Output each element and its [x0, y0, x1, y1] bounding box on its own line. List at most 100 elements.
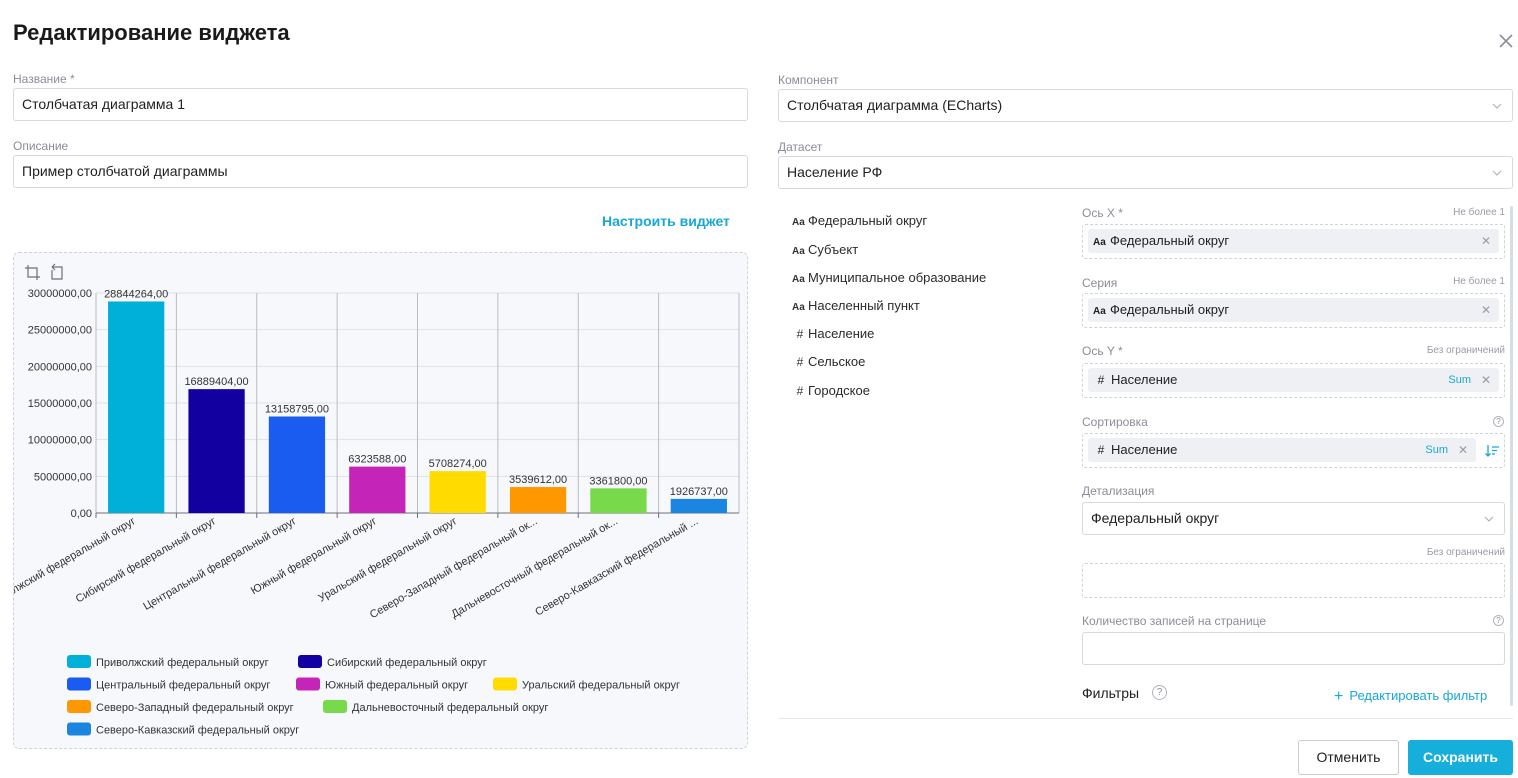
number-field-icon: # [1097, 443, 1105, 457]
x-axis-dropzone[interactable]: Aa Федеральный округ ✕ [1082, 224, 1505, 259]
cancel-button[interactable]: Отменить [1298, 740, 1399, 775]
help-icon[interactable]: ? [1152, 685, 1167, 700]
help-icon[interactable]: ? [1493, 615, 1504, 626]
field-item[interactable]: # Сельское [792, 354, 866, 369]
edit-filter-button[interactable]: + Редактировать фильтр [1334, 687, 1487, 705]
legend-swatch [67, 677, 91, 691]
y-axis-chip[interactable]: # Население Sum ✕ [1088, 368, 1499, 392]
sort-descending-icon[interactable] [1484, 443, 1500, 459]
description-input[interactable]: Пример столбчатой диаграммы [13, 155, 748, 188]
remove-icon[interactable]: ✕ [1480, 303, 1491, 317]
field-label: Сельское [808, 354, 866, 369]
text-field-icon: Aa [792, 217, 805, 228]
data-label: 3361800,00 [589, 475, 647, 487]
x-tick-label: Южный федеральный округ [249, 515, 379, 597]
sorting-chip[interactable]: # Население Sum ✕ [1088, 438, 1476, 462]
y-tick-label: 5000000,00 [34, 471, 92, 483]
legend-swatch [493, 677, 517, 691]
zoom-reset-icon[interactable] [51, 263, 63, 280]
legend-label: Северо-Кавказский федеральный округ [96, 725, 299, 737]
x-tick-label: Центральный федеральный округ [141, 515, 298, 613]
configure-widget-link[interactable]: Настроить виджет [602, 213, 730, 229]
chip-label: Население [1111, 442, 1178, 457]
text-field-icon: Aa [1093, 306, 1106, 317]
y-tick-label: 10000000,00 [28, 435, 92, 447]
footer-divider [778, 718, 1513, 719]
y-tick-label: 15000000,00 [28, 398, 92, 410]
legend-label: Сибирский федеральный округ [327, 657, 487, 669]
text-field-icon: Aa [792, 274, 805, 285]
remove-icon[interactable]: ✕ [1480, 234, 1491, 248]
close-icon[interactable] [1497, 32, 1515, 50]
legend-label: Южный федеральный округ [325, 680, 468, 692]
bar [108, 301, 165, 513]
description-label: Описание [13, 139, 69, 153]
field-label: Субъект [808, 242, 859, 257]
series-label: Серия [1082, 276, 1118, 290]
field-label: Муниципальное образование [808, 270, 987, 285]
y-tick-label: 20000000,00 [28, 361, 92, 373]
remove-icon[interactable]: ✕ [1457, 443, 1468, 457]
field-item[interactable]: Aa Населенный пункт [792, 298, 920, 313]
dataset-select[interactable]: Население РФ [778, 156, 1513, 189]
help-icon[interactable]: ? [1493, 416, 1504, 427]
settings-scrollbar[interactable] [1510, 206, 1513, 706]
field-item[interactable]: Aa Федеральный округ [792, 213, 927, 228]
save-button[interactable]: Сохранить [1408, 740, 1513, 775]
chevron-down-icon [1484, 516, 1494, 522]
bar [429, 471, 486, 513]
data-label: 1926737,00 [670, 486, 728, 498]
legend-swatch [323, 700, 347, 713]
data-label: 5708274,00 [429, 458, 487, 470]
chevron-down-icon [1492, 103, 1502, 109]
remove-icon[interactable]: ✕ [1480, 373, 1491, 387]
field-item[interactable]: Aa Субъект [792, 242, 858, 257]
aggregation-selector[interactable]: Sum [1425, 444, 1448, 456]
chart-preview: 0,00 5000000,00 10000000,00 15000000,00 2000… [13, 252, 748, 749]
legend-label: Уральский федеральный округ [522, 680, 680, 692]
name-input[interactable]: Столбчатая диаграмма 1 [13, 88, 748, 121]
chip-label: Население [1111, 372, 1178, 387]
y-axis-dropzone[interactable]: # Население Sum ✕ [1082, 363, 1505, 398]
series-chip[interactable]: Aa Федеральный округ ✕ [1088, 298, 1499, 322]
sorting-dropzone[interactable]: # Население Sum ✕ [1082, 433, 1505, 468]
page-size-input[interactable] [1082, 632, 1505, 665]
component-select[interactable]: Столбчатая диаграмма (ECharts) [778, 89, 1513, 122]
y-tick-label: 25000000,00 [28, 325, 92, 337]
dialog-title: Редактирование виджета [13, 20, 290, 45]
field-item[interactable]: Aa Муниципальное образование [792, 270, 986, 285]
data-label: 6323588,00 [348, 454, 406, 466]
legend-label: Приволжский федеральный округ [96, 657, 269, 669]
y-axis-limit: Без ограничений [1426, 345, 1505, 356]
field-item[interactable]: # Население [792, 326, 875, 341]
filters-label: Фильтры [1082, 685, 1140, 701]
legend-swatch [298, 655, 322, 668]
detail-label: Детализация [1082, 484, 1155, 498]
x-tick-label: Уральский федеральный округ [316, 515, 459, 604]
detail-select-value: Федеральный округ [1091, 510, 1220, 526]
y-axis-label: Ось Y * [1082, 344, 1123, 358]
text-field-icon: Aa [1093, 237, 1106, 248]
field-label: Федеральный округ [808, 213, 928, 228]
x-axis-label: Ось X * [1082, 206, 1123, 220]
field-item[interactable]: # Городское [792, 383, 870, 398]
x-axis-chip[interactable]: Aa Федеральный округ ✕ [1088, 229, 1499, 253]
dataset-select-value: Население РФ [787, 164, 883, 180]
detail-dropzone[interactable] [1082, 563, 1505, 598]
sorting-label: Сортировка [1082, 415, 1148, 429]
text-field-icon: Aa [792, 246, 805, 257]
bar [268, 416, 326, 513]
x-tick-label: Северо-Западный федеральный ок... [368, 515, 540, 621]
zoom-icon[interactable] [25, 265, 40, 280]
aggregation-selector[interactable]: Sum [1448, 374, 1471, 386]
detail-select[interactable]: Федеральный округ [1082, 502, 1505, 535]
field-label: Населенный пункт [808, 298, 920, 313]
legend-swatch [67, 655, 91, 668]
data-label: 16889404,00 [184, 376, 248, 388]
legend-label: Дальневосточный федеральный округ [352, 702, 548, 714]
series-limit: Не более 1 [1453, 276, 1505, 287]
bar [590, 488, 647, 513]
bar [349, 466, 406, 513]
series-dropzone[interactable]: Aa Федеральный округ ✕ [1082, 293, 1505, 328]
component-select-value: Столбчатая диаграмма (ECharts) [787, 97, 1003, 113]
